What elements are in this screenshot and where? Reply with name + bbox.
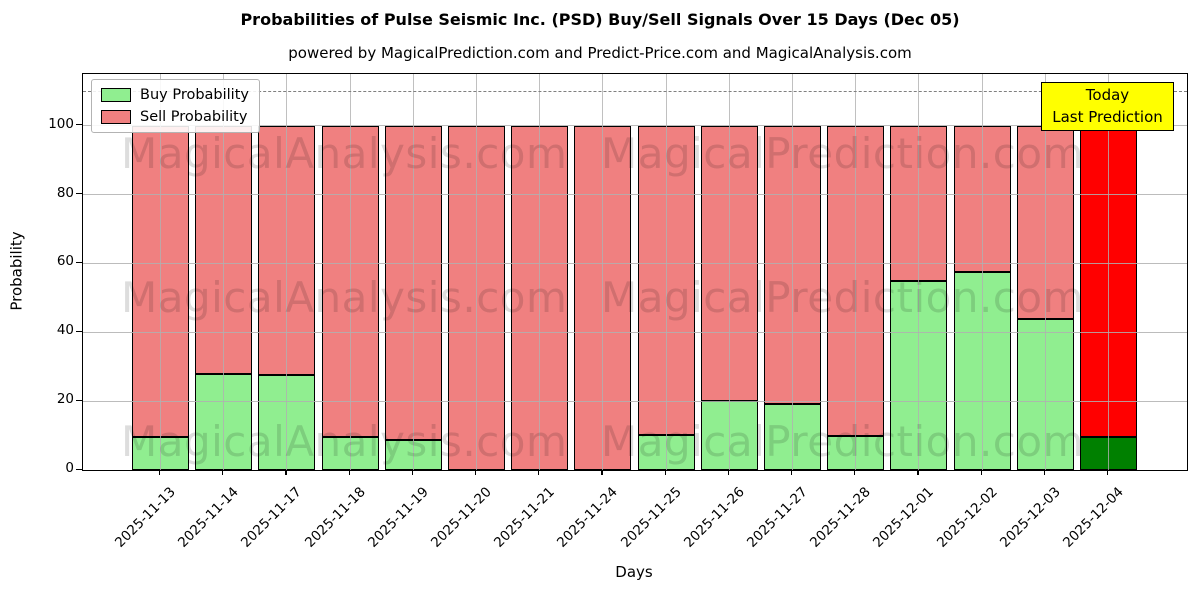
x-tick-mark	[727, 470, 729, 475]
x-tick-mark	[538, 470, 540, 475]
y-tick-label: 60	[56, 253, 74, 270]
sell-color-swatch	[101, 110, 131, 124]
x-tick-label: 2025-11-24	[554, 484, 622, 551]
buy-color-swatch	[101, 88, 131, 102]
y-tick-mark	[76, 468, 82, 470]
x-gridline	[1108, 74, 1109, 470]
x-gridline	[539, 74, 541, 470]
y-tick-mark	[76, 193, 82, 195]
y-tick-mark	[76, 261, 82, 264]
x-gridline	[286, 74, 288, 470]
x-tick-mark	[854, 470, 856, 475]
x-tick-mark	[664, 470, 666, 475]
y-tick-label: 20	[56, 391, 74, 408]
x-tick-label: 2025-11-21	[491, 484, 559, 551]
x-gridline	[855, 74, 857, 470]
today-annotation: Today Last Prediction	[1041, 82, 1174, 131]
y-tick-mark	[76, 330, 82, 332]
x-tick-label: 2025-11-14	[175, 484, 243, 551]
dashed-threshold-line	[83, 91, 1187, 93]
x-tick-label: 2025-11-27	[744, 484, 811, 551]
x-gridline	[412, 74, 414, 470]
x-gridline	[223, 74, 225, 470]
x-gridline	[728, 74, 730, 470]
x-tick-label: 2025-12-04	[1060, 484, 1127, 551]
x-tick-mark	[980, 470, 982, 475]
x-tick-mark	[285, 470, 287, 475]
y-gridline	[83, 262, 1187, 264]
y-tick-label: 80	[56, 184, 74, 201]
x-gridline	[918, 74, 920, 470]
watermark-text: MagicalAnalysis.com	[121, 417, 568, 466]
x-gridline	[1044, 74, 1046, 470]
today-annotation-line1: Today	[1085, 85, 1130, 104]
plot-area: Buy Probability Sell Probability Today L…	[82, 73, 1188, 471]
legend: Buy Probability Sell Probability	[91, 79, 260, 133]
y-gridline	[83, 125, 1187, 127]
x-tick-label: 2025-11-18	[301, 484, 369, 551]
x-tick-label: 2025-11-17	[238, 484, 306, 551]
watermark-text: MagicalPrediction.com	[601, 273, 1084, 322]
x-tick-mark	[791, 470, 793, 475]
x-axis-label: Days	[615, 563, 653, 581]
x-gridline	[792, 74, 793, 470]
legend-entry-sell: Sell Probability	[101, 109, 249, 125]
watermark-text: MagicalPrediction.com	[601, 129, 1084, 178]
x-tick-mark	[601, 470, 603, 475]
x-tick-label: 2025-11-26	[680, 484, 748, 551]
y-gridline	[83, 400, 1187, 402]
x-gridline	[476, 74, 477, 470]
x-tick-label: 2025-11-20	[428, 484, 495, 551]
x-tick-label: 2025-12-02	[933, 484, 1001, 551]
chart-subtitle: powered by MagicalPrediction.com and Pre…	[288, 44, 912, 62]
chart-title: Probabilities of Pulse Seismic Inc. (PSD…	[240, 10, 960, 29]
y-tick-mark	[76, 124, 82, 126]
watermark-text: MagicalPrediction.com	[601, 417, 1084, 466]
x-tick-mark	[917, 470, 919, 475]
x-gridline	[160, 74, 161, 470]
x-tick-mark	[411, 470, 413, 475]
y-tick-mark	[76, 399, 82, 401]
x-tick-mark	[1107, 470, 1109, 475]
y-tick-label: 40	[56, 322, 74, 339]
legend-label-sell: Sell Probability	[140, 109, 248, 125]
x-tick-label: 2025-11-28	[807, 484, 875, 551]
y-tick-label: 0	[65, 460, 74, 476]
y-gridline	[83, 331, 1187, 333]
x-gridline	[665, 74, 667, 470]
x-tick-mark	[1043, 470, 1045, 475]
x-gridline	[981, 74, 983, 470]
x-tick-label: 2025-12-03	[996, 484, 1064, 551]
legend-label-buy: Buy Probability	[140, 87, 249, 103]
x-tick-label: 2025-11-13	[112, 484, 179, 551]
today-annotation-line2: Last Prediction	[1052, 107, 1163, 126]
x-tick-label: 2025-11-19	[364, 484, 432, 551]
x-tick-mark	[475, 470, 477, 475]
y-tick-label: 100	[48, 115, 74, 132]
legend-entry-buy: Buy Probability	[101, 87, 249, 103]
watermark-text: MagicalAnalysis.com	[121, 129, 568, 178]
x-gridline	[602, 74, 604, 470]
x-gridline	[349, 74, 351, 470]
x-tick-mark	[159, 470, 161, 475]
watermark-text: MagicalAnalysis.com	[121, 273, 568, 322]
x-tick-mark	[348, 470, 350, 475]
x-tick-mark	[222, 470, 224, 475]
x-tick-label: 2025-11-25	[617, 484, 685, 551]
y-gridline	[83, 194, 1187, 196]
x-tick-label: 2025-12-01	[870, 484, 938, 551]
